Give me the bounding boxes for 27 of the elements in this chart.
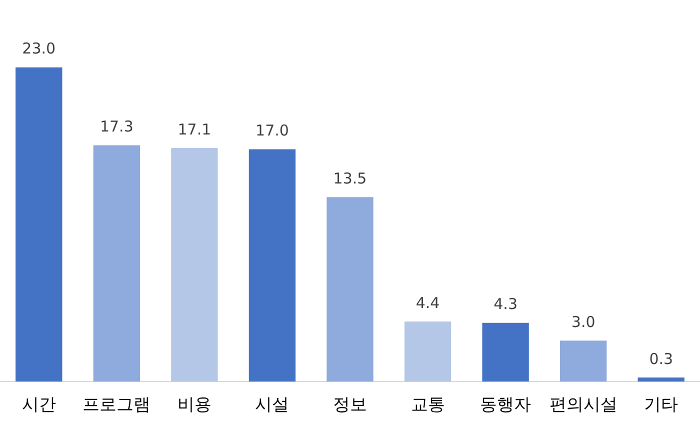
bar [326, 197, 374, 382]
data-label: 3.0 [571, 313, 596, 331]
bar [404, 321, 452, 382]
data-label: 17.1 [178, 120, 212, 138]
bar [93, 145, 140, 382]
x-tick-label: 동행자 [480, 395, 532, 416]
x-tick-label: 정보 [333, 395, 367, 416]
data-label: 17.3 [100, 118, 134, 136]
data-label: 4.3 [494, 295, 518, 314]
x-tick-label: 비용 [177, 395, 212, 416]
x-tick-label: 프로그램 [82, 395, 151, 416]
bar [16, 67, 62, 382]
data-label: 13.5 [333, 170, 367, 188]
bar [248, 149, 296, 382]
x-tick-label: 편의시설 [549, 395, 618, 416]
bar [171, 148, 218, 382]
data-label: 17.0 [256, 122, 289, 140]
x-tick-label: 시간 [22, 395, 56, 416]
bar [482, 322, 529, 382]
bar [638, 378, 684, 382]
x-tick-label: 기타 [644, 395, 678, 416]
x-tick-label: 시설 [255, 395, 290, 416]
data-label: 23.0 [22, 40, 56, 58]
data-label: 0.3 [649, 350, 674, 368]
x-tick-label: 교통 [410, 395, 445, 416]
data-label: 4.4 [416, 294, 440, 312]
bar [560, 340, 607, 382]
